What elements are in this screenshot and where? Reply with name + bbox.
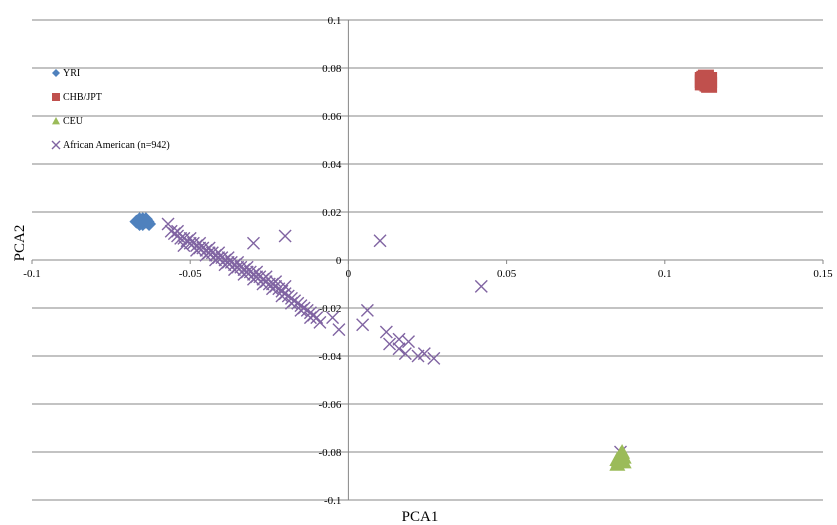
legend-marker (52, 117, 60, 125)
legend-label: YRI (63, 68, 80, 79)
data-point (303, 311, 317, 325)
data-point (237, 267, 251, 281)
data-point (171, 224, 185, 238)
x-tick-label: 0.15 (813, 268, 833, 280)
data-point (240, 260, 254, 274)
y-tick-label: 0.02 (322, 207, 341, 219)
data-point (474, 279, 488, 293)
data-point (392, 342, 406, 356)
data-point (250, 265, 264, 279)
data-point (373, 234, 387, 248)
data-point (231, 255, 245, 269)
data-point (332, 323, 346, 337)
data-point (193, 236, 207, 250)
legend-label: CHB/JPT (63, 92, 102, 103)
data-point (199, 248, 213, 262)
x-axis-title: PCA1 (402, 509, 439, 525)
y-tick-label: -0.04 (318, 351, 341, 363)
data-point (256, 277, 270, 291)
data-point (265, 282, 279, 296)
y-tick-label: -0.1 (324, 495, 341, 507)
data-point (212, 246, 226, 260)
data-point (161, 217, 175, 231)
x-tick-labels: -0.1 -0.05 0 0.05 0.1 0.15 (23, 268, 833, 280)
data-point (209, 253, 223, 267)
legend-marker (52, 93, 60, 101)
data-point (218, 258, 232, 272)
y-tick-labels: -0.1 -0.08 -0.06 -0.04 -0.02 0 0.02 0.04 0.06 0.0… (318, 15, 341, 507)
y-tick-label: -0.08 (318, 447, 341, 459)
data-point (360, 303, 374, 317)
data-point (228, 263, 241, 277)
gridlines (32, 19, 823, 501)
y-tick-label: 0.04 (322, 159, 342, 171)
data-point (427, 351, 441, 365)
data-point (278, 279, 292, 293)
x-tick-label: -0.05 (179, 268, 202, 280)
data-point (417, 347, 431, 361)
data-point (284, 296, 298, 310)
axes (31, 19, 824, 501)
data-points (129, 69, 718, 471)
data-point (402, 335, 416, 349)
data-point (398, 347, 412, 361)
y-tick-label: -0.06 (318, 399, 341, 411)
y-axis-title: PCA2 (12, 225, 28, 262)
data-point (275, 289, 289, 303)
y-tick-label: 0.1 (328, 15, 342, 27)
data-point (614, 444, 631, 459)
x-tick-label: 0.1 (658, 268, 672, 280)
y-tick-label: -0.02 (318, 303, 341, 315)
data-point (269, 275, 283, 289)
data-point (246, 236, 260, 250)
data-point (190, 243, 204, 257)
y-tick-label: 0.06 (322, 111, 342, 123)
legend-label: African American (n=942) (63, 140, 170, 151)
data-point (326, 311, 340, 325)
data-point (140, 214, 155, 229)
legend: YRI CHB/JPT CEU African American (n=942) (51, 68, 170, 151)
data-point (294, 303, 308, 317)
data-point (699, 75, 716, 92)
x-tick-label: -0.1 (23, 268, 40, 280)
data-point (202, 241, 216, 255)
data-point (246, 272, 260, 286)
data-point (259, 270, 273, 284)
data-point (610, 452, 627, 468)
data-point (177, 239, 191, 253)
data-point (356, 318, 370, 332)
x-tick-label: 0.05 (497, 268, 517, 280)
data-point (379, 325, 393, 339)
legend-marker (52, 69, 60, 77)
y-tick-label: 0.08 (322, 63, 342, 75)
data-point (278, 229, 292, 243)
legend-marker (51, 140, 61, 150)
data-point (313, 315, 327, 329)
legend-label: CEU (63, 116, 84, 127)
y-tick-label: 0 (336, 255, 342, 267)
data-point (221, 251, 235, 265)
x-tick-label: 0 (346, 268, 352, 280)
data-point (383, 337, 397, 351)
